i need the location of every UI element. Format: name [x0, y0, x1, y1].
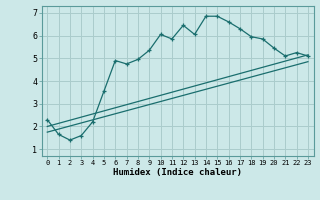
- X-axis label: Humidex (Indice chaleur): Humidex (Indice chaleur): [113, 168, 242, 177]
